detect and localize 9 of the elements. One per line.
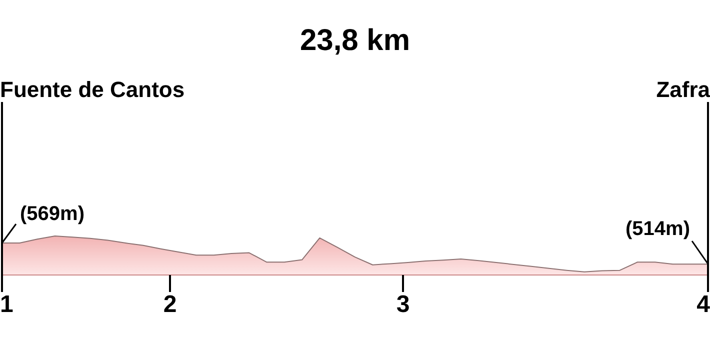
text: 4 [696,291,710,318]
text: 2 [163,291,177,318]
text: Zafra [656,77,710,102]
annotation: (514m) [626,218,690,240]
source-note: Fuente de Cantos [0,77,185,102]
text: 1 [0,291,14,318]
text: 3 [396,291,410,318]
text: (569m) [20,203,84,225]
chart-title: 23,8 km [300,24,410,57]
